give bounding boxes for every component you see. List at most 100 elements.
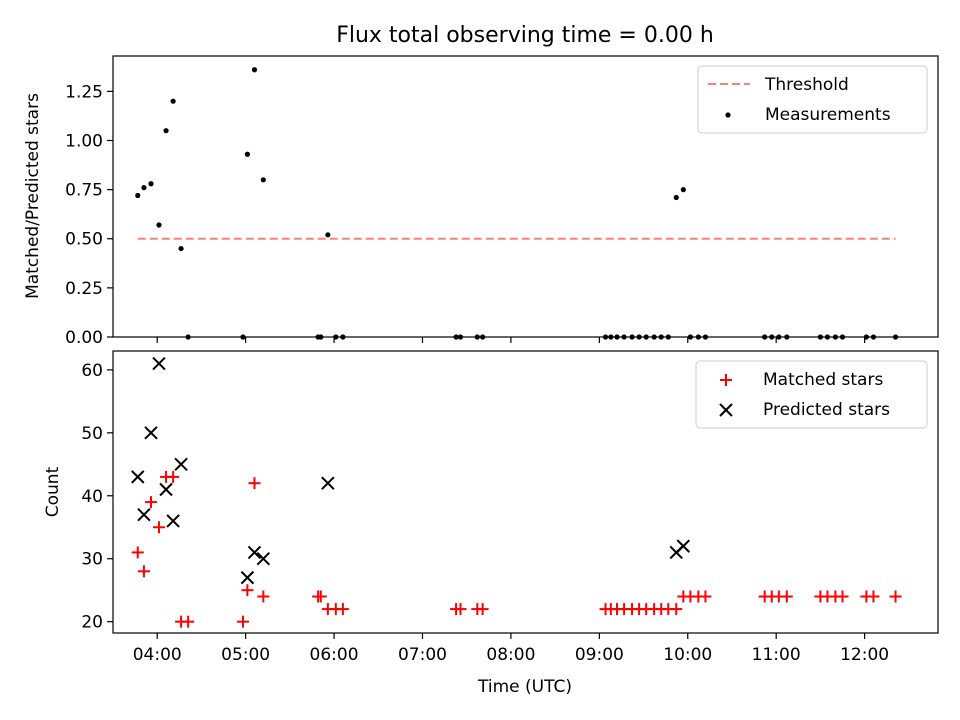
matched-star-point <box>699 590 712 603</box>
ratio-y-tick-label: 1.25 <box>65 82 103 102</box>
count-legend-box <box>695 360 928 429</box>
ratio-plot: Matched/Predicted stars 0.00 0.25 0.50 0.75… <box>23 55 939 348</box>
ratio-y-ticks: 0.00 0.25 0.50 0.75 1.00 1.25 <box>65 82 113 348</box>
predicted-star-point <box>152 356 166 371</box>
measurement-point <box>651 334 657 340</box>
figure-title: Flux total observing time = 0.00 h <box>336 23 714 48</box>
predicted-star-point <box>144 426 158 440</box>
predicted-star-point <box>240 570 255 585</box>
ratio-y-axis-label: Matched/Predicted stars <box>23 93 43 299</box>
measurement-point <box>629 334 635 340</box>
ratio-legend-box <box>697 65 928 134</box>
count-x-tick-label: 12:00 <box>840 645 889 665</box>
count-plot-frame <box>112 350 939 634</box>
measurement-point <box>608 334 614 340</box>
count-x-tick-label: 04:00 <box>133 645 182 665</box>
count-y-tick-label: 30 <box>81 550 103 570</box>
measurement-point <box>474 334 480 340</box>
matched-star-point <box>236 615 249 628</box>
legend-predicted-swatch <box>719 403 733 417</box>
measurement-point <box>643 334 649 340</box>
count-y-tick-label: 60 <box>81 361 103 381</box>
measurement-point <box>340 334 346 340</box>
measurement-point <box>170 98 176 104</box>
measurement-point <box>673 194 679 201</box>
measurement-point <box>457 334 464 340</box>
matched-star-point <box>454 603 467 616</box>
measurement-point <box>453 334 459 340</box>
measurement-point <box>141 185 147 191</box>
predicted-stars-points <box>131 356 691 585</box>
measurement-point <box>178 245 184 252</box>
count-y-axis-label: Count <box>43 466 63 517</box>
measurement-point <box>702 334 709 340</box>
measurement-point <box>156 222 162 228</box>
measurement-point <box>251 67 258 73</box>
matched-star-point <box>248 477 261 490</box>
count-y-tick-label: 40 <box>81 487 103 507</box>
measurement-point <box>695 334 701 340</box>
matched-star-point <box>476 603 489 616</box>
count-x-tick-label: 09:00 <box>575 645 624 665</box>
matched-star-point <box>867 590 880 603</box>
predicted-star-point <box>137 507 151 522</box>
measurement-point <box>892 334 899 340</box>
legend-measurements-label: Measurements <box>765 105 891 125</box>
matched-star-point <box>889 590 902 603</box>
legend-matched-swatch <box>720 374 732 386</box>
predicted-star-point <box>247 545 262 560</box>
ratio-y-tick-label: 0.00 <box>65 328 103 348</box>
legend-predicted-label: Predicted stars <box>763 400 890 420</box>
matched-star-point <box>137 565 150 578</box>
predicted-star-point <box>676 539 691 553</box>
ratio-legend: Threshold Measurements <box>697 65 928 134</box>
predicted-star-point <box>159 482 173 497</box>
measurement-point <box>636 334 642 340</box>
measurement-point <box>480 334 486 340</box>
count-y-ticks: 20 30 40 50 60 <box>81 361 113 633</box>
measurement-point <box>776 334 782 340</box>
matched-star-point <box>336 603 349 616</box>
ratio-y-tick-label: 0.25 <box>65 279 103 299</box>
matched-stars-points <box>131 470 902 628</box>
measurement-point <box>621 334 627 340</box>
ratio-y-tick-label: 1.00 <box>65 131 103 151</box>
matched-star-point <box>780 590 793 603</box>
count-x-axis-label: Time (UTC) <box>477 677 572 697</box>
measurement-point <box>832 334 839 340</box>
measurement-point <box>260 177 266 183</box>
measurement-point <box>135 192 141 199</box>
matched-star-point <box>145 496 158 509</box>
measurement-point <box>185 334 191 340</box>
count-x-tick-label: 11:00 <box>752 645 801 665</box>
legend-threshold-label: Threshold <box>764 75 849 95</box>
count-x-tick-label: 08:00 <box>486 645 535 665</box>
legend-matched-label: Matched stars <box>763 370 883 390</box>
measurement-point <box>680 187 686 193</box>
predicted-star-point <box>321 476 335 490</box>
count-x-tick-label: 10:00 <box>663 645 712 665</box>
legend-measurements-swatch <box>725 112 731 118</box>
measurement-point <box>687 334 694 340</box>
measurement-point <box>602 334 609 340</box>
measurement-point <box>839 334 846 340</box>
measurement-point <box>325 232 331 238</box>
count-x-ticks: 04:00 05:00 06:00 07:00 08:00 09:00 10:00 11:00… <box>133 633 889 665</box>
count-legend: Matched stars Predicted stars <box>695 360 928 429</box>
measurement-points <box>135 67 899 340</box>
ratio-y-tick-label: 0.50 <box>65 230 103 250</box>
count-plot: Count Time (UTC) 20 30 40 50 60 04:00 05:00 06… <box>43 350 939 697</box>
matched-star-point <box>182 615 195 628</box>
measurement-point <box>318 334 324 340</box>
count-x-tick-label: 06:00 <box>310 645 359 665</box>
predicted-star-point <box>174 457 188 472</box>
count-y-tick-label: 50 <box>81 424 103 444</box>
measurement-point <box>244 151 251 157</box>
matched-star-point <box>314 590 327 603</box>
matched-star-point <box>167 470 180 483</box>
measurement-point <box>148 181 154 187</box>
measurement-point <box>824 334 831 340</box>
measurement-point <box>762 334 768 340</box>
matched-star-point <box>131 546 144 559</box>
